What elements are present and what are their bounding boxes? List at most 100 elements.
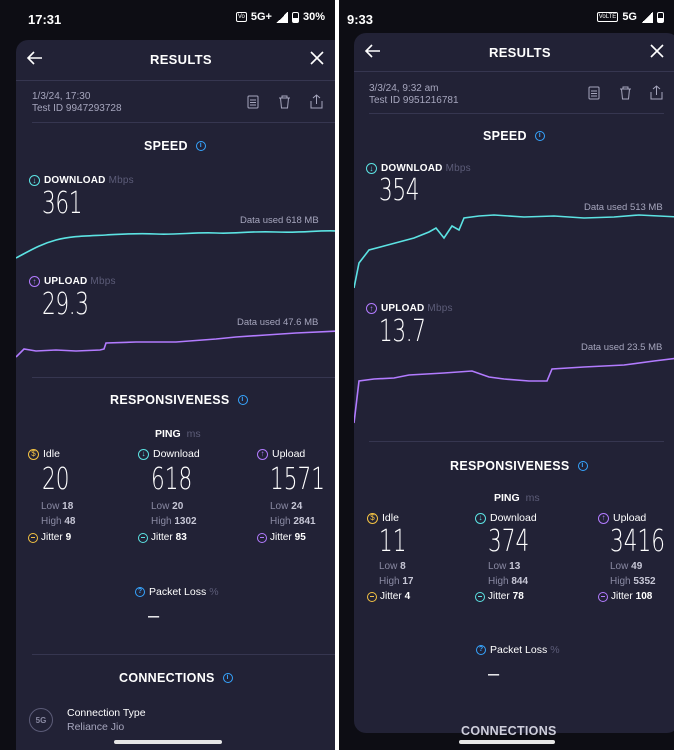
idle-high: High 48 <box>41 514 80 529</box>
test-meta: 3/3/24, 9:32 am Test ID 9951216781 <box>369 83 459 107</box>
download-speed-value: 354 <box>379 173 420 208</box>
upload-speed-graph <box>16 330 335 358</box>
upload-ping-label-text: Upload <box>613 512 647 524</box>
signal-icon <box>641 11 653 23</box>
ping-download: ↓ Download 374 Low 13 High 844 Jitter 78 <box>475 512 545 602</box>
info-icon[interactable]: i <box>577 461 588 471</box>
info-icon[interactable]: i <box>534 131 545 141</box>
upload-arrow-icon: ↑ <box>366 303 377 314</box>
back-arrow-icon[interactable] <box>364 42 382 64</box>
document-icon[interactable] <box>588 86 600 105</box>
battery-level: 30% <box>302 11 325 23</box>
trash-icon[interactable] <box>278 95 291 114</box>
idle-low: Low 18 <box>41 499 80 514</box>
download-speed-graph <box>354 214 674 289</box>
info-icon[interactable]: ? <box>476 645 486 655</box>
download-jitter-value: 83 <box>175 532 187 543</box>
idle-ping-value: 11 <box>379 524 407 559</box>
volte-icon: Vo <box>235 12 247 22</box>
idle-jitter: Jitter 9 <box>28 532 80 543</box>
results-card: RESULTS 1/3/24, 17:30 Test ID 9947293728… <box>16 40 335 750</box>
low-label: Low <box>270 501 289 512</box>
upload-low-value: 49 <box>631 561 643 572</box>
status-time: 9:33 <box>347 12 374 27</box>
high-label: High <box>488 576 509 587</box>
info-icon[interactable]: i <box>237 395 248 405</box>
download-unit: Mbps <box>445 163 471 174</box>
idle-high-value: 17 <box>402 576 414 587</box>
test-id: Test ID 9951216781 <box>369 95 459 106</box>
home-indicator[interactable] <box>114 740 222 744</box>
idle-label-text: Idle <box>43 448 60 460</box>
upload-label-text: UPLOAD <box>381 303 425 314</box>
idle-label-text: Idle <box>382 512 399 524</box>
back-arrow-icon[interactable] <box>26 49 44 71</box>
test-date: 1/3/24, 17:30 <box>32 91 91 102</box>
download-high: High 1302 <box>151 514 208 529</box>
upload-data-used: Data used 23.5 MB <box>581 342 663 353</box>
packet-loss-label: ? Packet Loss % <box>476 644 560 656</box>
info-icon[interactable]: ? <box>135 587 145 597</box>
share-icon[interactable] <box>650 85 663 105</box>
connections-section-title: CONNECTIONS <box>461 724 557 738</box>
idle-ping-value: 20 <box>42 462 70 497</box>
info-icon[interactable]: i <box>195 141 206 151</box>
jitter-icon <box>28 532 38 543</box>
download-speed-value: 361 <box>42 186 83 221</box>
phone-left: 17:31 Vo 5G+ 30% RESULTS 1/3/24, 17:30 T… <box>0 0 335 750</box>
header-separator <box>16 80 335 81</box>
packet-loss-label-text: Packet Loss <box>490 644 548 656</box>
download-jitter: Jitter 78 <box>475 591 545 602</box>
ping-upload: ↑ Upload 3416 Low 49 High 5352 Jitter 108 <box>598 512 674 602</box>
upload-data-used: Data used 47.6 MB <box>237 317 319 328</box>
download-data-used: Data used 513 MB <box>584 202 663 213</box>
download-jitter-value: 78 <box>512 591 524 602</box>
responsiveness-title-text: RESPONSIVENESS <box>450 459 570 473</box>
download-ping-value: 374 <box>488 524 530 559</box>
upload-arrow-icon: ↑ <box>598 512 609 524</box>
low-label: Low <box>379 561 398 572</box>
download-label: ↓ DOWNLOAD Mbps <box>29 175 134 186</box>
low-label: Low <box>610 561 629 572</box>
upload-label: ↑ UPLOAD Mbps <box>366 303 453 314</box>
speed-title-text: SPEED <box>483 129 527 143</box>
ping-heading: PING ms <box>494 492 540 504</box>
close-icon[interactable] <box>309 50 325 70</box>
meta-separator <box>32 122 335 123</box>
upload-unit: Mbps <box>90 276 116 287</box>
network-5g-icon: 5G <box>29 708 53 732</box>
jitter-label: Jitter <box>488 591 510 602</box>
jitter-icon <box>475 591 485 602</box>
download-high-value: 1302 <box>174 516 197 527</box>
status-bar: 9:33 VoLTE 5G <box>339 0 674 36</box>
home-indicator[interactable] <box>459 740 555 744</box>
test-meta: 1/3/24, 17:30 Test ID 9947293728 <box>32 91 122 115</box>
upload-high: High 2841 <box>270 514 335 529</box>
idle-clock-icon: $ <box>28 448 39 460</box>
close-icon[interactable] <box>649 43 665 63</box>
signal-icon <box>275 11 288 23</box>
trash-icon[interactable] <box>619 86 632 105</box>
upload-high-value: 5352 <box>633 576 656 587</box>
ping-unit: ms <box>525 492 540 504</box>
battery-icon <box>291 11 299 23</box>
idle-low: Low 8 <box>379 559 417 574</box>
upload-arrow-icon: ↑ <box>29 276 40 287</box>
idle-clock-icon: $ <box>367 512 378 524</box>
status-bar: 17:31 Vo 5G+ 30% <box>0 0 335 36</box>
upload-ping-label-text: Upload <box>272 448 306 460</box>
network-type: 5G <box>622 11 637 23</box>
idle-high: High 17 <box>379 574 417 589</box>
document-icon[interactable] <box>247 95 259 114</box>
download-arrow-icon: ↓ <box>138 448 149 460</box>
jitter-label: Jitter <box>380 591 402 602</box>
download-jitter: Jitter 83 <box>138 532 208 543</box>
packet-loss-label-text: Packet Loss <box>149 586 207 598</box>
connection-type-value: Reliance Jio <box>67 721 125 733</box>
responsiveness-section-title: RESPONSIVENESS i <box>110 393 248 407</box>
info-icon[interactable]: i <box>222 673 233 683</box>
upload-jitter: Jitter 108 <box>598 591 674 602</box>
volte-icon: VoLTE <box>596 12 619 22</box>
share-icon[interactable] <box>310 94 323 114</box>
download-ping-label-text: Download <box>490 512 537 524</box>
